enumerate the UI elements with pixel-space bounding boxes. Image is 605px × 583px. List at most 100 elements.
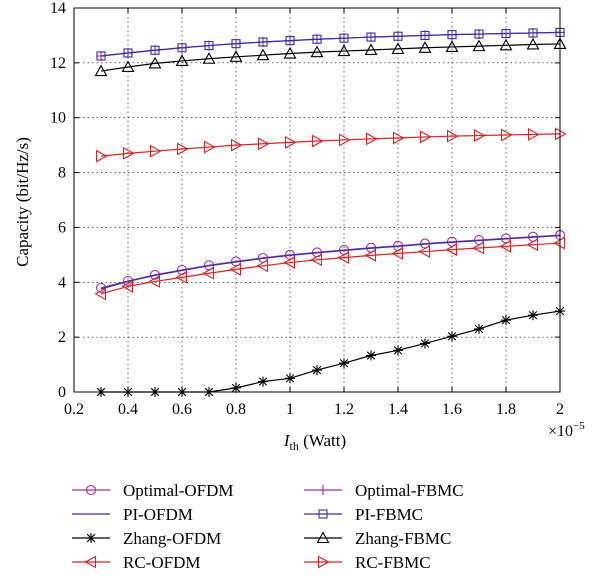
data-point-zhang-ofdm [447,331,457,342]
series-rc-fbmc [95,127,567,163]
legend-swatch-marker [318,509,328,519]
data-point-rc-fbmc [473,129,486,142]
legend-entry-rc-ofdm: RC-OFDM [72,553,200,572]
data-point-rc-fbmc [338,133,351,147]
tick-layer: 0.2 0.4 0.6 0.8 1 1.2 1.4 1.6 1.8 2 0 2 4 6 8 10 12 14 [50,0,564,418]
legend-label: Optimal-OFDM [123,481,234,500]
data-point-zhang-fbmc [418,41,432,53]
data-point-pi-fbmc [204,41,214,51]
y-tick-label: 6 [58,219,66,236]
y-tick-label: 4 [58,274,66,291]
x-tick-label: 0.8 [226,401,246,418]
data-point-rc-fbmc [500,128,513,142]
series-pi-fbmc [96,27,565,61]
data-point-rc-ofdm [391,247,404,260]
data-point-zhang-ofdm [474,323,484,334]
data-point-rc-ofdm [229,262,242,276]
data-point-zhang-fbmc [256,48,270,61]
legend-swatch-marker [318,485,328,495]
x-tick-label: 1.8 [496,401,516,418]
data-point-zhang-fbmc [175,54,189,66]
x-tick-label: 0.2 [64,401,84,418]
data-point-rc-fbmc [230,138,243,152]
data-point-zhang-fbmc [121,60,135,73]
data-point-zhang-fbmc [472,39,486,52]
data-point-rc-ofdm [445,243,458,257]
series-zhang-fbmc [94,37,567,77]
data-point-rc-ofdm [418,245,431,258]
series-line-rc-fbmc [100,133,561,157]
data-point-pi-fbmc [258,37,268,47]
data-point-pi-fbmc [528,28,538,38]
series-pi-ofdm [100,235,561,290]
data-point-zhang-fbmc [229,50,243,62]
x-tick-label: 1.6 [442,401,462,418]
data-point-rc-fbmc [95,149,108,163]
x-axis-label: Ith (Watt) [283,431,346,453]
data-point-pi-fbmc [447,30,457,40]
data-point-zhang-fbmc [364,43,378,56]
data-point-rc-fbmc [365,132,378,146]
data-point-zhang-fbmc [445,40,459,52]
x-axis-multiplier-base: ×10 [548,423,573,440]
data-point-zhang-fbmc [391,42,405,54]
data-point-rc-fbmc [149,144,162,158]
data-point-zhang-ofdm [285,373,295,384]
data-point-rc-fbmc [176,142,189,156]
legend-label: RC-FBMC [355,553,431,572]
data-point-pi-fbmc [285,36,295,46]
y-tick-label: 14 [50,0,66,17]
x-tick-label: 1.4 [388,401,408,418]
series-rc-ofdm [94,236,566,301]
data-point-rc-ofdm [121,279,134,293]
data-point-pi-fbmc [420,30,430,40]
data-point-rc-ofdm [310,253,323,267]
data-point-zhang-ofdm [366,350,376,361]
data-point-pi-fbmc [123,48,133,58]
data-point-zhang-ofdm [420,338,430,349]
data-point-rc-ofdm [526,238,539,252]
data-point-rc-ofdm [202,266,215,280]
data-point-zhang-fbmc [94,64,108,77]
legend-label: PI-FBMC [355,505,423,524]
data-point-pi-fbmc [501,28,511,39]
data-point-rc-fbmc [257,137,270,151]
data-point-rc-ofdm [148,275,161,288]
x-axis-label-unit: (Watt) [299,431,346,450]
series-optimal-fbmc [96,27,565,61]
data-point-rc-ofdm [94,287,107,301]
legend-label: Zhang-FBMC [355,529,451,548]
y-tick-label: 10 [50,110,66,127]
legend-entry-rc-fbmc: RC-FBMC [304,553,431,572]
data-point-pi-fbmc [96,51,106,61]
legend-entry-optimal-fbmc: Optimal-FBMC [304,481,464,500]
legend-swatch-marker [86,533,96,543]
data-point-zhang-fbmc [202,52,216,64]
legend-entry-zhang-ofdm: Zhang-OFDM [72,529,221,548]
data-point-rc-fbmc [122,146,135,160]
data-point-pi-fbmc [339,33,349,43]
series-zhang-ofdm [96,306,565,397]
legend-swatch-marker [316,531,330,544]
data-point-zhang-fbmc [310,45,324,58]
series-layer [94,27,567,397]
legend-entry-zhang-fbmc: Zhang-FBMC [304,529,451,548]
data-point-rc-fbmc [527,128,540,141]
data-point-zhang-ofdm [312,365,322,376]
data-point-rc-ofdm [337,251,350,265]
data-point-zhang-ofdm [501,315,511,326]
data-point-rc-fbmc [284,135,297,149]
legend-label: RC-OFDM [123,553,200,572]
legend-label: Optimal-FBMC [355,481,464,500]
data-point-rc-ofdm [499,239,512,253]
data-point-pi-fbmc [366,32,376,42]
data-point-zhang-ofdm [528,310,538,321]
y-tick-label: 2 [58,329,66,346]
legend-swatch-marker [84,555,97,569]
series-line-zhang-fbmc [100,43,561,72]
legend-entry-pi-ofdm: PI-OFDM [72,505,193,524]
x-tick-label: 1 [286,401,294,418]
y-tick-label: 12 [50,55,66,72]
data-point-pi-fbmc [150,45,160,55]
x-tick-label: 1.2 [334,401,354,418]
